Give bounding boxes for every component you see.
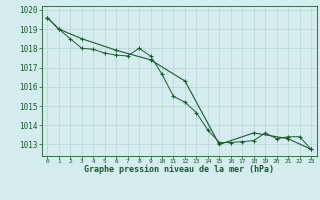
X-axis label: Graphe pression niveau de la mer (hPa): Graphe pression niveau de la mer (hPa) — [84, 165, 274, 174]
